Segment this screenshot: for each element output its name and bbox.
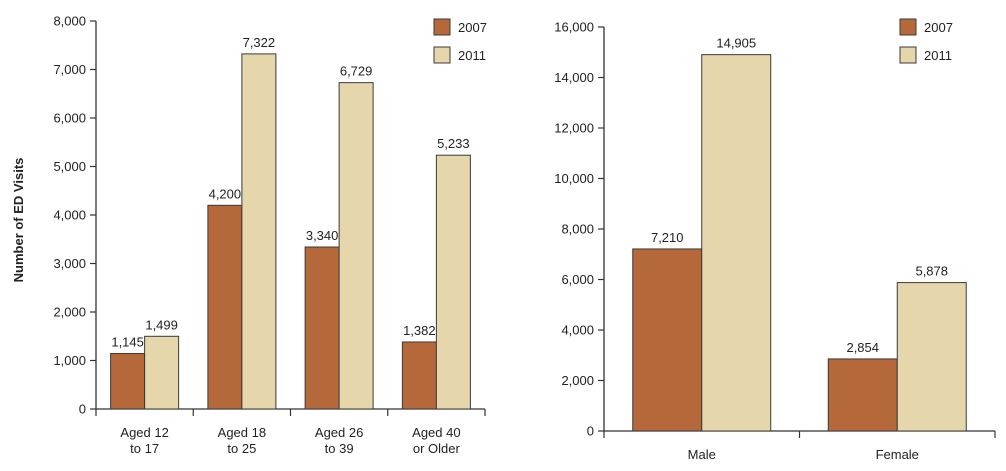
x-category-label: Male (688, 447, 716, 462)
y-tick-label: 0 (79, 402, 86, 417)
y-tick-label: 2,000 (561, 373, 594, 388)
y-tick-label: 8,000 (53, 14, 86, 29)
y-tick-label: 10,000 (554, 171, 594, 186)
x-category-label: Aged 26 (315, 425, 363, 440)
y-tick-label: 8,000 (561, 222, 594, 237)
bar-value-label: 2,854 (846, 340, 879, 355)
bar-2011-1 (144, 335, 180, 410)
bar-2007-4 (401, 341, 437, 410)
bar-value-label: 1,382 (403, 323, 436, 338)
bar-2007-1 (110, 352, 146, 410)
y-tick-label: 2,000 (53, 305, 86, 320)
bar-2011-4 (435, 154, 471, 410)
bar-value-label: 7,210 (651, 230, 684, 245)
bar-value-label: 1,145 (111, 334, 144, 349)
bar-2011-3 (338, 82, 374, 410)
legend-label-2007: 2007 (924, 20, 953, 35)
bar-2007-2 (827, 358, 898, 432)
bar-value-label: 1,499 (145, 317, 178, 332)
chart-panel-2: 0 2,000 4,000 6,000 8,000 10,000 12,000 14,000 1… (554, 18, 996, 462)
bar-value-label: 3,340 (306, 228, 339, 243)
legend-swatch-2011 (433, 46, 451, 64)
x-category-label: or Older (413, 441, 461, 456)
bar-value-label: 14,905 (716, 36, 756, 51)
y-tick-label: 4,000 (53, 208, 86, 223)
bar-2011-1 (701, 54, 772, 432)
bar-value-label: 6,729 (340, 64, 373, 79)
legend-swatch-2007 (433, 18, 451, 36)
x-category-label: Aged 40 (412, 425, 460, 440)
x-category-label: Aged 18 (218, 425, 266, 440)
y-axis-title: Number of ED Visits (11, 158, 26, 283)
bar-2007-1 (632, 248, 703, 432)
y-tick-label: 14,000 (554, 70, 594, 85)
legend-label-2007: 2007 (458, 20, 487, 35)
legend-swatch-2007 (899, 18, 917, 36)
bar-value-label: 4,200 (209, 186, 242, 201)
x-category-label: to 17 (130, 441, 159, 456)
x-category-label: Female (876, 447, 919, 462)
bar-value-label: 7,322 (243, 35, 276, 50)
x-category-label: to 25 (227, 441, 256, 456)
chart-panel-1: 0 1,000 2,000 3,000 4,000 5,000 6,000 7,000 8,00… (53, 14, 486, 457)
bar-2007-3 (304, 246, 340, 410)
y-tick-label: 16,000 (554, 20, 594, 35)
legend-label-2011: 2011 (924, 48, 952, 63)
y-tick-label: 6,000 (561, 272, 594, 287)
legend-label-2011: 2011 (458, 48, 486, 63)
y-tick-label: 3,000 (53, 256, 86, 271)
x-category-label: to 39 (325, 441, 354, 456)
y-tick-label: 7,000 (53, 62, 86, 77)
bar-2007-2 (207, 204, 243, 410)
y-tick-label: 1,000 (53, 353, 86, 368)
bar-2011-2 (241, 53, 277, 410)
y-tick-label: 5,000 (53, 159, 86, 174)
x-category-label: Aged 12 (120, 425, 168, 440)
y-tick-label: 6,000 (53, 111, 86, 126)
legend-swatch-2011 (899, 46, 917, 64)
bar-value-label: 5,233 (437, 136, 470, 151)
y-tick-label: 0 (587, 424, 594, 439)
y-tick-label: 4,000 (561, 323, 594, 338)
y-tick-label: 12,000 (554, 121, 594, 136)
bar-2011-2 (896, 282, 967, 432)
bar-value-label: 5,878 (915, 264, 948, 279)
